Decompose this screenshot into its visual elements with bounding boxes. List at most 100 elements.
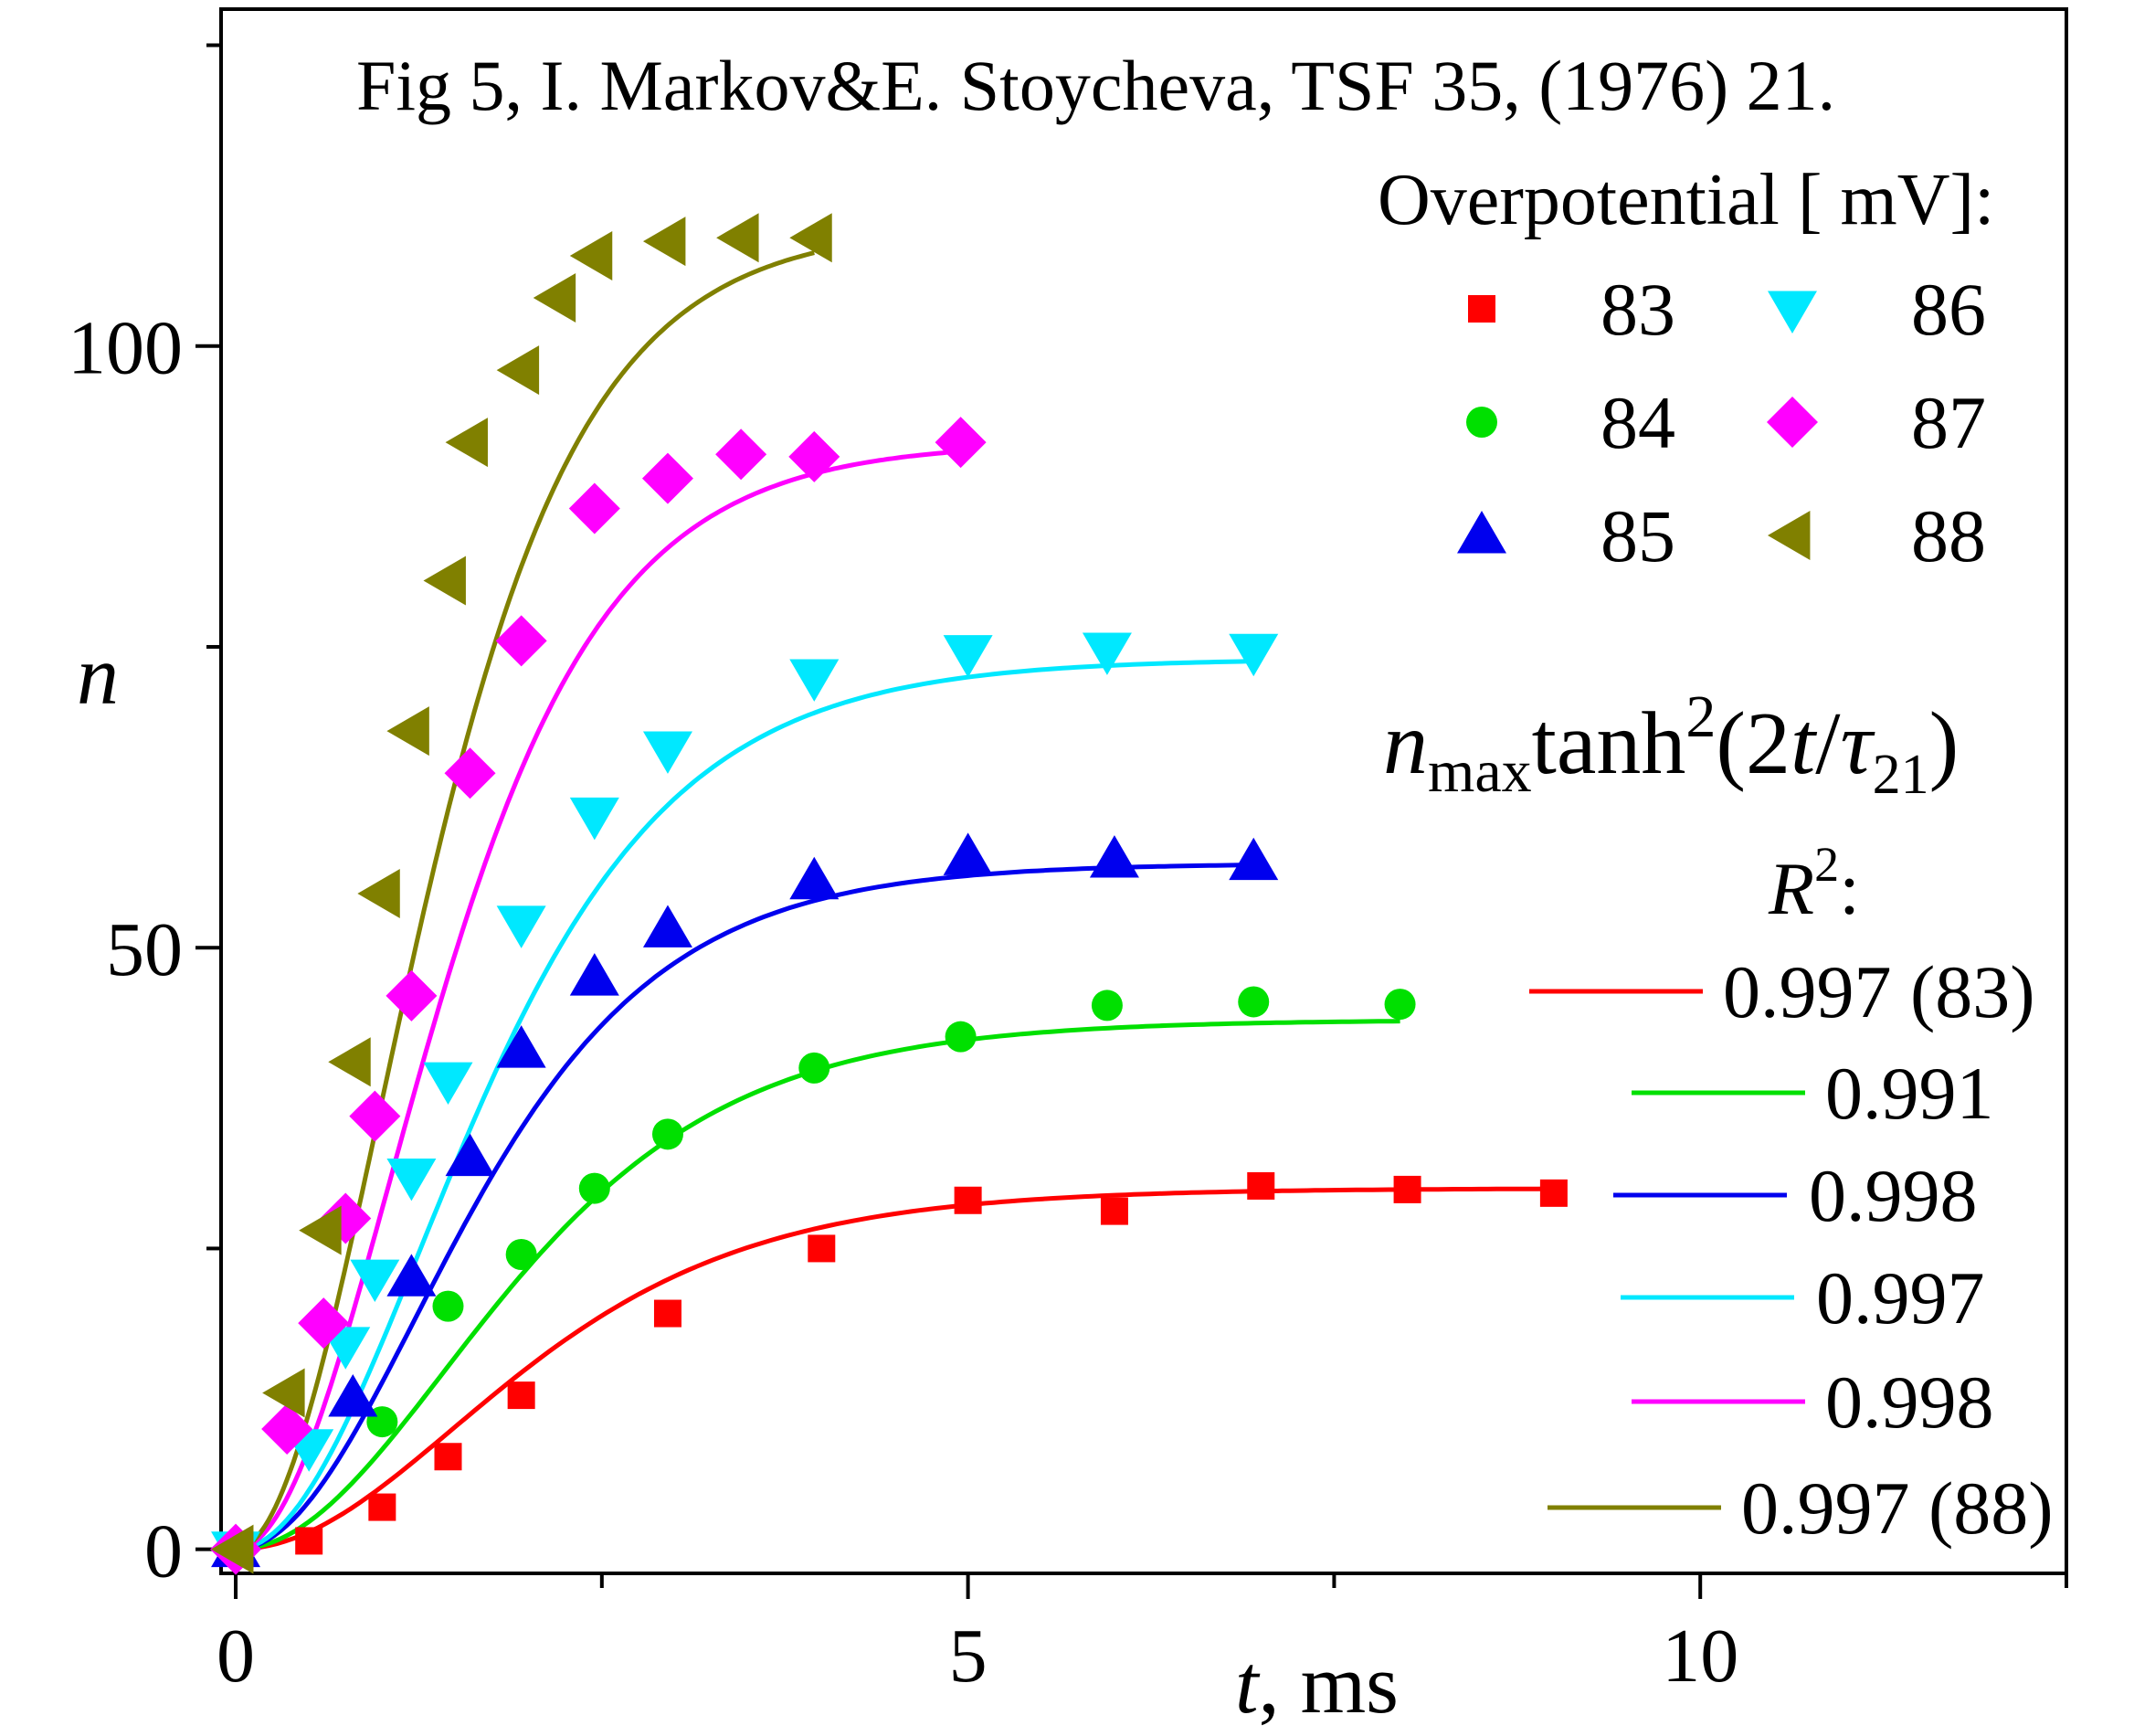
data-point-85 — [386, 1254, 437, 1297]
x-tick-label: 0 — [217, 1614, 255, 1699]
legend-marker-86 — [1768, 291, 1817, 333]
x-axis-title: t, ms — [1235, 1637, 1399, 1731]
fit-legend: 0.997 (83) 0.991 0.998 0.997 0.998 0.997 (88) — [1529, 950, 2054, 1550]
y-tick-label: 0 — [144, 1509, 183, 1594]
y-axis-title: n — [77, 629, 119, 722]
fit-curve-83 — [235, 1186, 1554, 1552]
legend-marker-85 — [1457, 511, 1506, 554]
y-tick-label: 100 — [68, 306, 183, 391]
data-point-83 — [1393, 1175, 1421, 1203]
data-point-88 — [496, 345, 540, 396]
data-point-85 — [496, 1025, 546, 1068]
data-point-88 — [569, 230, 613, 281]
fit-legend-r2-85: 0.998 — [1809, 1154, 1978, 1237]
data-point-84 — [651, 1118, 683, 1150]
fit-curve-87 — [235, 449, 961, 1552]
legend-label-87: 87 — [1911, 381, 1986, 464]
data-point-83 — [507, 1381, 535, 1410]
data-point-87 — [298, 1297, 350, 1350]
data-point-84 — [578, 1172, 610, 1204]
data-point-87 — [641, 452, 693, 504]
data-point-84 — [1238, 986, 1270, 1018]
x-tick-label: 10 — [1662, 1614, 1738, 1699]
fit-formula: nmaxtanh2(2t/τ21) — [1383, 683, 1959, 806]
data-point-88 — [423, 556, 466, 606]
data-point-83 — [1100, 1197, 1128, 1225]
data-point-86 — [569, 797, 619, 841]
fit-curve-85 — [235, 863, 1254, 1552]
fit-legend-r2-87: 0.998 — [1825, 1360, 1994, 1444]
fit-legend-r2-86: 0.997 — [1816, 1256, 1985, 1339]
data-point-85 — [445, 1133, 495, 1177]
data-point-83 — [295, 1527, 323, 1555]
legend-title: Overpotential [ mV]: — [1378, 160, 1994, 240]
data-point-88 — [386, 706, 429, 757]
legend-marker-83 — [1468, 295, 1495, 323]
data-point-87 — [715, 429, 767, 481]
data-point-85 — [1229, 837, 1279, 881]
plot-border — [219, 7, 2068, 1575]
data-point-85 — [569, 953, 619, 996]
data-point-87 — [444, 747, 496, 799]
legend-label-86: 86 — [1911, 268, 1986, 351]
fit-legend-r2-88: 0.997 (88) — [1741, 1466, 2054, 1550]
data-point-85 — [943, 832, 993, 875]
data-point-84 — [945, 1021, 977, 1053]
data-point-87 — [386, 969, 438, 1021]
data-point-83 — [434, 1443, 462, 1471]
x-tick-label: 5 — [949, 1614, 988, 1699]
data-point-84 — [1384, 989, 1416, 1021]
data-point-83 — [1247, 1171, 1275, 1200]
data-point-83 — [808, 1234, 836, 1263]
legend-label-85: 85 — [1600, 494, 1675, 577]
data-point-84 — [505, 1239, 537, 1271]
data-point-86 — [642, 731, 692, 774]
data-point-86 — [423, 1062, 473, 1106]
data-point-88 — [328, 1037, 371, 1087]
data-point-84 — [432, 1290, 464, 1322]
legend-marker-84 — [1466, 407, 1497, 438]
fit-legend-r2-83: 0.997 (83) — [1723, 950, 2035, 1033]
data-point-86 — [1082, 632, 1132, 675]
data-point-88 — [533, 273, 576, 323]
legend-label-84: 84 — [1600, 381, 1675, 464]
data-point-88 — [262, 1368, 305, 1418]
data-point-83 — [368, 1493, 396, 1521]
data-point-87 — [261, 1403, 313, 1455]
data-point-85 — [642, 905, 692, 947]
r2-label: R2: — [1768, 837, 1860, 930]
data-point-86 — [789, 659, 840, 702]
data-point-84 — [798, 1052, 830, 1084]
data-point-86 — [350, 1259, 400, 1303]
legend: Overpotential [ mV]: 83 84 85 86 87 88 — [1378, 160, 1994, 577]
series-curves — [235, 250, 1554, 1552]
data-point-83 — [1539, 1179, 1568, 1207]
data-point-87 — [568, 482, 620, 535]
legend-label-83: 83 — [1600, 268, 1675, 351]
chart-title: Fig 5, I. Markov&E. Stoycheva, TSF 35, (… — [356, 46, 1835, 125]
data-point-88 — [716, 213, 759, 263]
data-point-85 — [1089, 835, 1139, 878]
data-point-87 — [935, 417, 987, 469]
legend-label-88: 88 — [1911, 494, 1986, 577]
data-point-84 — [1091, 990, 1123, 1021]
data-point-85 — [328, 1374, 378, 1417]
series-markers — [210, 213, 1568, 1575]
data-point-88 — [357, 868, 400, 918]
data-point-88 — [211, 1524, 254, 1574]
data-point-85 — [789, 856, 840, 900]
fit-legend-r2-84: 0.991 — [1825, 1052, 1994, 1135]
data-point-87 — [349, 1090, 401, 1142]
data-point-86 — [386, 1158, 437, 1201]
data-point-88 — [445, 418, 488, 468]
data-point-86 — [1229, 633, 1279, 677]
data-point-83 — [954, 1186, 982, 1214]
data-point-83 — [653, 1299, 681, 1328]
data-point-88 — [299, 1205, 342, 1255]
data-point-88 — [642, 217, 686, 267]
data-point-86 — [943, 635, 993, 678]
plot-frame — [219, 7, 2068, 1575]
data-point-88 — [789, 213, 832, 263]
legend-markers: 83 84 85 86 87 88 — [1457, 268, 1986, 577]
